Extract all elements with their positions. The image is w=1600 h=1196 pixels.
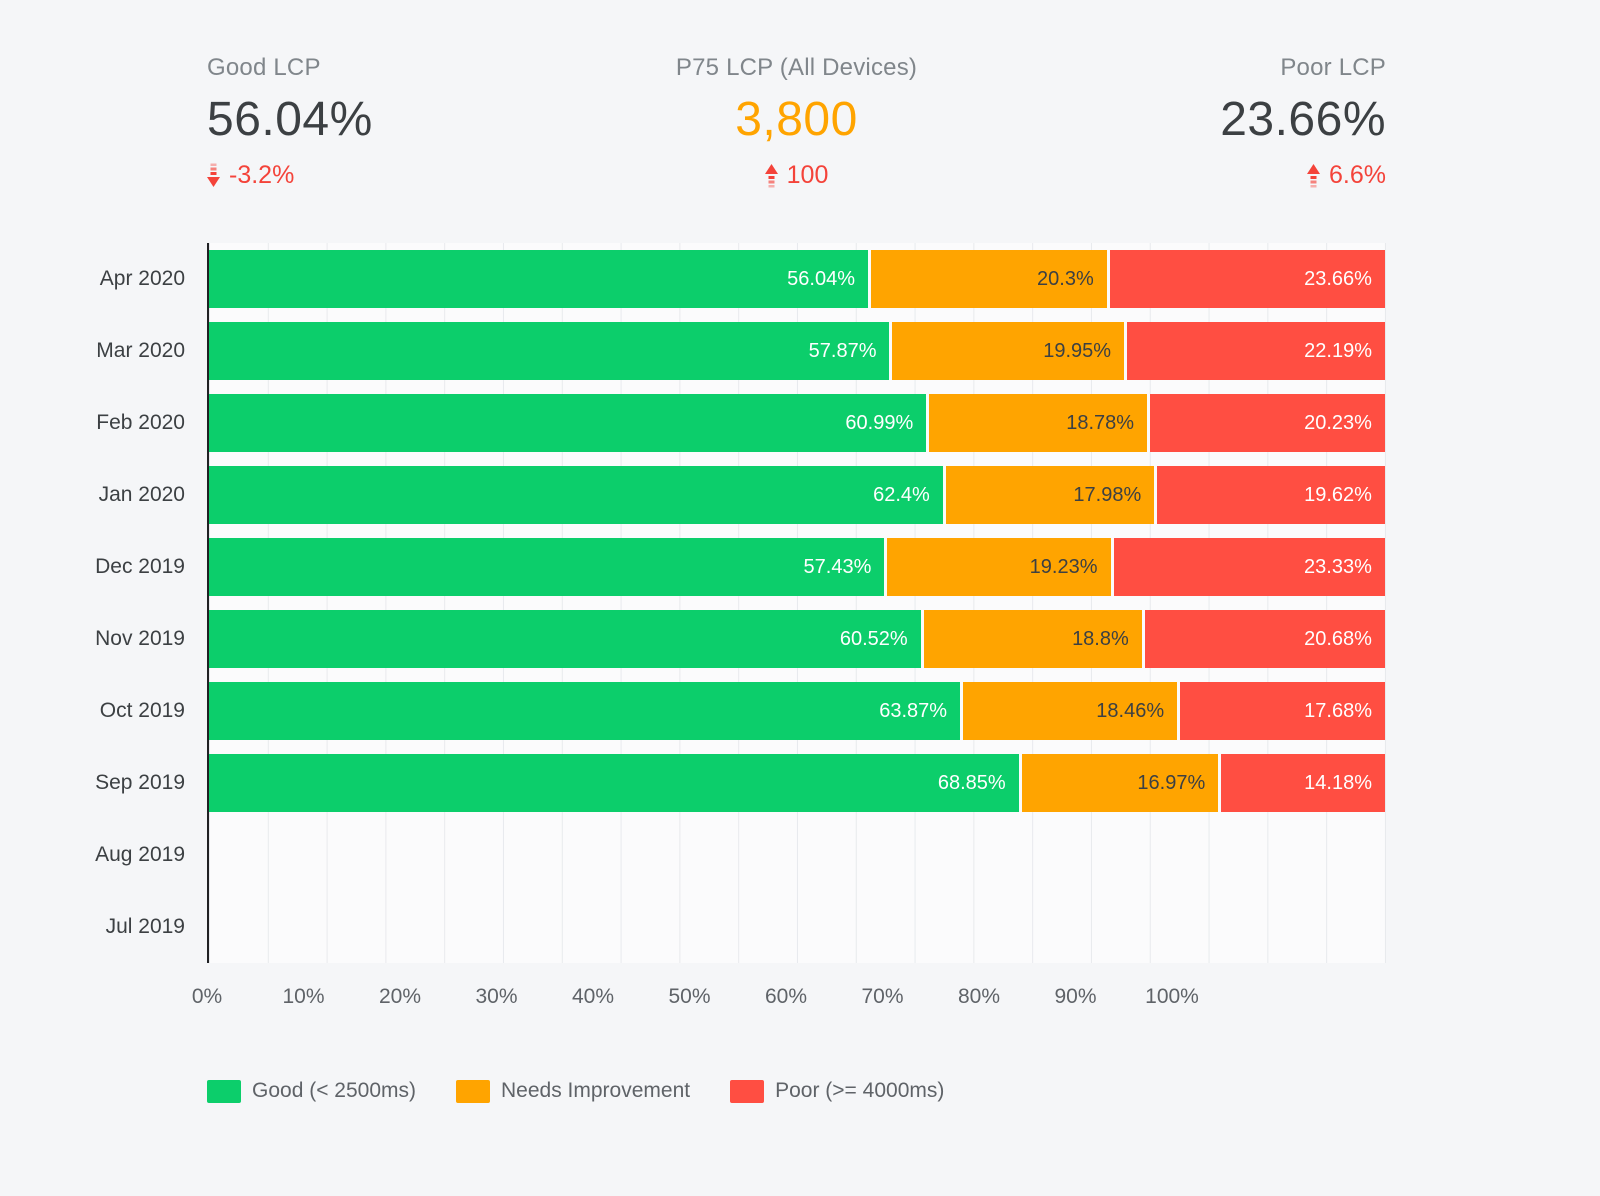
x-axis-tick: 0% (191, 985, 223, 1008)
y-axis-label: Dec 2019 (95, 555, 185, 578)
bar-row (209, 819, 1385, 891)
x-axis-tick: 60% (764, 985, 808, 1008)
x-axis-tick: 10% (282, 985, 325, 1008)
bar-row: 60.52% 18.8% 20.68% (209, 603, 1385, 675)
bar-row: 57.43% 19.23% 23.33% (209, 531, 1385, 603)
x-axis-tick: 70% (861, 985, 904, 1008)
y-axis-label: Aug 2019 (95, 843, 185, 866)
bar-segment[interactable]: 22.19% (1124, 322, 1385, 380)
legend-swatch-icon (456, 1079, 491, 1103)
stacked-bar: 60.52% 18.8% 20.68% (209, 610, 1385, 668)
bar-segment[interactable]: 16.97% (1018, 754, 1219, 812)
bar-row: 62.4% 17.98% 19.62% (209, 459, 1385, 531)
kpi-title: Good LCP (207, 54, 321, 81)
bar-segment[interactable]: 19.23% (884, 538, 1111, 596)
bar-row: 57.87% 19.95% 22.19% (209, 315, 1385, 387)
bar-segment[interactable]: 20.68% (1141, 610, 1385, 668)
bar-segment[interactable]: 18.78% (926, 394, 1148, 452)
kpi-good-lcp: Good LCP 56.04% -3.2% (207, 54, 600, 193)
bar-row: 68.85% 16.97% 14.18% (209, 747, 1385, 819)
kpi-value: 23.66% (1220, 93, 1386, 146)
legend-item[interactable]: Needs Improvement (456, 1079, 690, 1103)
y-axis-label: Oct 2019 (99, 699, 185, 722)
legend-swatch-icon (207, 1079, 241, 1103)
legend-label: Good (< 2500ms) (252, 1079, 417, 1102)
lcp-stacked-bar-chart: Apr 2020 Mar 2020 Feb 2020 Jan 2020 Dec 2019… (0, 243, 1386, 1008)
bar-segment[interactable]: 63.87% (209, 682, 961, 740)
y-axis-label: Sep 2019 (95, 771, 185, 794)
bar-segment[interactable]: 17.98% (942, 466, 1155, 524)
stacked-bar (209, 826, 1385, 884)
y-axis-label: Mar 2020 (96, 339, 185, 362)
bar-segment[interactable]: 18.46% (960, 682, 1178, 740)
x-axis-tick: 100% (1145, 985, 1199, 1008)
x-axis-tick: 20% (378, 985, 422, 1008)
stacked-bar: 60.99% 18.78% 20.23% (209, 394, 1385, 452)
kpi-delta-value: 6.6% (1329, 161, 1386, 189)
kpi-value: 56.04% (207, 93, 373, 146)
bar-row: 63.87% 18.46% 17.68% (209, 675, 1385, 747)
bar-segment[interactable]: 18.8% (920, 610, 1142, 668)
bar-segment[interactable]: 56.04% (209, 250, 869, 308)
kpi-delta: -3.2% (207, 161, 294, 190)
legend-label: Poor (>= 4000ms) (775, 1079, 945, 1102)
kpi-row: Good LCP 56.04% -3.2% P75 LCP (All Devic… (0, 0, 1600, 193)
bar-segment[interactable]: 14.18% (1218, 754, 1385, 812)
bar-segment[interactable]: 20.23% (1147, 394, 1385, 452)
kpi-delta: 100 (764, 161, 829, 190)
y-axis-label: Feb 2020 (96, 411, 185, 434)
bar-row (209, 891, 1385, 963)
stacked-bar: 68.85% 16.97% 14.18% (209, 754, 1385, 812)
legend-item[interactable]: Good (< 2500ms) (207, 1079, 416, 1103)
bar-segment[interactable]: 57.87% (209, 322, 890, 380)
kpi-p75-lcp: P75 LCP (All Devices) 3,800 100 (600, 54, 993, 193)
stacked-bar: 63.87% 18.46% 17.68% (209, 682, 1385, 740)
legend-label: Needs Improvement (501, 1079, 691, 1102)
bar-segment[interactable]: 68.85% (209, 754, 1019, 812)
y-axis-label: Nov 2019 (95, 627, 185, 650)
stacked-bar (209, 898, 1385, 956)
y-axis-labels: Apr 2020 Mar 2020 Feb 2020 Jan 2020 Dec 2019… (0, 243, 207, 963)
bar-segment[interactable]: 17.68% (1177, 682, 1385, 740)
kpi-delta: 6.6% (1307, 161, 1386, 190)
bar-segment[interactable]: 60.52% (209, 610, 921, 668)
kpi-title: Poor LCP (1280, 54, 1386, 81)
plot-area: 56.04% 20.3% 23.66% 57.87% 19.95% 22.19% 60.99… (207, 243, 1386, 963)
y-axis-label: Jan 2020 (98, 483, 185, 506)
bar-segment[interactable]: 57.43% (209, 538, 885, 596)
arrow-down-icon (207, 163, 220, 188)
bar-segment[interactable]: 60.99% (209, 394, 927, 452)
bar-segment[interactable]: 20.3% (868, 250, 1107, 308)
arrow-up-icon (764, 163, 778, 188)
y-axis-label: Apr 2020 (99, 267, 185, 290)
kpi-value: 3,800 (735, 93, 858, 146)
bar-row: 60.99% 18.78% 20.23% (209, 387, 1385, 459)
legend-swatch-icon (730, 1079, 765, 1103)
stacked-bar: 57.43% 19.23% 23.33% (209, 538, 1385, 596)
bar-segment[interactable]: 19.62% (1154, 466, 1385, 524)
kpi-delta-value: -3.2% (229, 161, 295, 189)
arrow-up-icon (1307, 163, 1321, 188)
legend-item[interactable]: Poor (>= 4000ms) (730, 1079, 944, 1103)
stacked-bar: 57.87% 19.95% 22.19% (209, 322, 1385, 380)
x-axis-tick: 40% (571, 985, 615, 1008)
bar-segment[interactable]: 23.33% (1110, 538, 1385, 596)
bar-segment[interactable]: 62.4% (209, 466, 943, 524)
stacked-bar: 62.4% 17.98% 19.62% (209, 466, 1385, 524)
kpi-poor-lcp: Poor LCP 23.66% 6.6% (993, 54, 1386, 193)
bar-row: 56.04% 20.3% 23.66% (209, 243, 1385, 315)
stacked-bar: 56.04% 20.3% 23.66% (209, 250, 1385, 308)
x-axis-tick: 30% (475, 985, 518, 1008)
y-axis-label: Jul 2019 (105, 915, 185, 938)
bar-segment[interactable]: 23.66% (1106, 250, 1385, 308)
x-axis-tick: 50% (668, 985, 711, 1008)
kpi-delta-value: 100 (786, 161, 829, 189)
chart-legend: Good (< 2500ms) Needs Improvement Poor (>=… (207, 1079, 1600, 1103)
x-axis: 0% 10% 20% 30% 40% 50% 60% 70% 80% 90% 100% (192, 963, 1199, 1008)
kpi-title: P75 LCP (All Devices) (675, 54, 918, 81)
x-axis-tick: 90% (1054, 985, 1097, 1008)
bar-segment[interactable]: 19.95% (889, 322, 1125, 380)
x-axis-tick: 80% (957, 985, 1001, 1008)
